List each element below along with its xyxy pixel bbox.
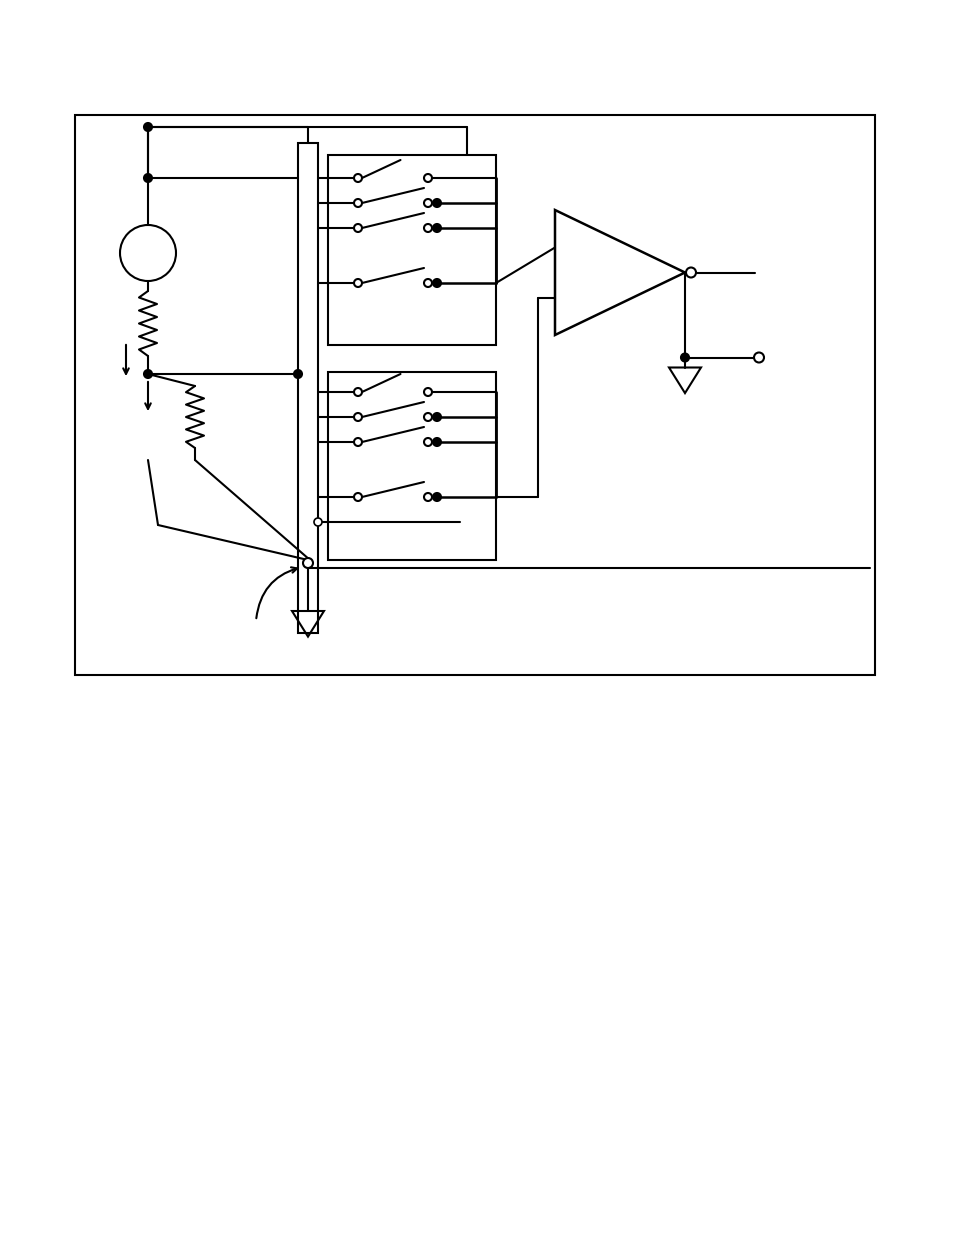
- Circle shape: [423, 388, 432, 396]
- Circle shape: [433, 199, 440, 207]
- Circle shape: [354, 412, 361, 421]
- Circle shape: [354, 279, 361, 287]
- Circle shape: [423, 174, 432, 182]
- Circle shape: [433, 412, 440, 421]
- Circle shape: [314, 517, 322, 526]
- Circle shape: [685, 268, 696, 278]
- Circle shape: [303, 558, 313, 568]
- Circle shape: [433, 438, 440, 446]
- Bar: [328, 156, 496, 345]
- Circle shape: [354, 493, 361, 501]
- Circle shape: [294, 370, 302, 378]
- Circle shape: [433, 279, 440, 287]
- Circle shape: [753, 352, 763, 363]
- Circle shape: [423, 279, 432, 287]
- Circle shape: [354, 438, 361, 446]
- Circle shape: [680, 353, 688, 362]
- Circle shape: [120, 225, 175, 282]
- Circle shape: [144, 370, 152, 378]
- Bar: [75, 115, 874, 676]
- Circle shape: [423, 224, 432, 232]
- Circle shape: [354, 199, 361, 207]
- Circle shape: [144, 174, 152, 182]
- FancyArrowPatch shape: [256, 567, 296, 619]
- Circle shape: [354, 388, 361, 396]
- Bar: [297, 143, 317, 634]
- Circle shape: [423, 438, 432, 446]
- Circle shape: [144, 124, 152, 131]
- Circle shape: [423, 199, 432, 207]
- Circle shape: [433, 224, 440, 232]
- Circle shape: [354, 174, 361, 182]
- Circle shape: [354, 224, 361, 232]
- Bar: [328, 372, 496, 559]
- Circle shape: [423, 493, 432, 501]
- Circle shape: [423, 412, 432, 421]
- Circle shape: [433, 493, 440, 501]
